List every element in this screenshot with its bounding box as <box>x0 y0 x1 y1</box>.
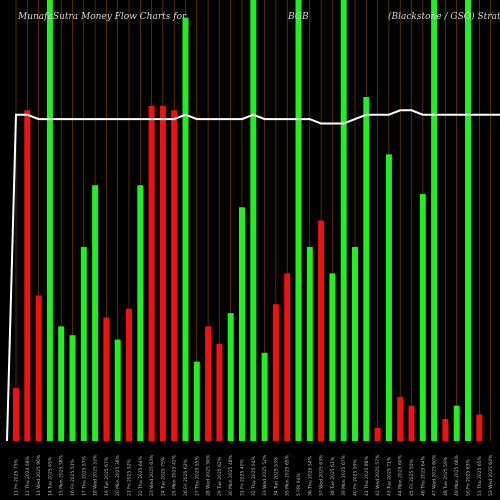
x-tick-label: 38 Tue 2025 61% <box>330 456 336 496</box>
x-tick-label: 28 Wed 2025 56% <box>206 454 212 496</box>
x-tick-label: 31 Fri 2025 40% <box>240 458 246 496</box>
x-tick-label: 18 Wed 2025 52% <box>93 454 99 496</box>
bar-25 <box>284 273 291 441</box>
x-tick-label: 47 Wed 2025 60% <box>432 454 438 496</box>
x-tick-label: 48 Tue 2025 59% <box>443 456 449 496</box>
x-tick-label: 34 Tue 2025 53% <box>273 456 279 496</box>
chart-title-symbol: BGB <box>288 12 309 22</box>
x-tick-label: 25 Mon 2025 42% <box>172 454 178 496</box>
chart-title-company: (Blackstone / GSO) Strat <box>388 12 500 22</box>
x-tick-label: 26 Fri 2025 62% <box>183 458 189 496</box>
bar-15 <box>171 110 178 441</box>
bar-29 <box>329 273 336 441</box>
bar-35 <box>397 396 404 441</box>
x-tick-label: 22 Thu 2025 64% <box>138 455 144 496</box>
x-tick-label: 11 Fri 2025 75% <box>14 458 20 496</box>
bar-32 <box>363 97 370 442</box>
bar-40 <box>453 405 460 441</box>
bar-7 <box>80 246 87 441</box>
chart-title-left: MunafaSutra Money Flow Charts for <box>18 12 187 22</box>
bar-22 <box>250 0 257 441</box>
x-tick-label: 21 Fri 2025 52% <box>127 458 133 496</box>
bar-19 <box>216 343 223 441</box>
x-tick-label: 43 Tue 2025 71% <box>386 456 392 496</box>
bar-30 <box>340 0 347 441</box>
money-flow-line <box>6 109 500 442</box>
x-tick-label: 49 Mon 2025 66% <box>454 454 460 496</box>
x-tick-label: 24 Tue 2025 75% <box>160 456 166 496</box>
bar-11 <box>126 308 132 441</box>
bar-28 <box>318 220 325 441</box>
x-tick-label: 15 Mon 2025 58% <box>59 454 65 496</box>
x-tick-label: 51 Thu 2025 65% <box>477 455 483 496</box>
bar-4 <box>46 0 53 441</box>
x-tick-label: 44 Mon 2025 60% <box>398 454 404 496</box>
x-tick-label: 50 Fri 2025 63% <box>466 458 472 496</box>
x-tick-label: 23 Wed 2025 63% <box>149 454 155 496</box>
x-tick-label: 41 Thu 2025 88% <box>364 455 370 496</box>
x-tick-label: 14 Tue 2025 65% <box>47 456 53 496</box>
bar-9 <box>103 317 110 441</box>
x-tick-label: 16 Fri 2025 51% <box>70 458 76 496</box>
x-tick-label: 42 Wed 2025 57% <box>375 454 381 496</box>
x-tick-label: 20 Mon 2025 38% <box>115 454 121 496</box>
x-tick-label: 32 Thu 2025 54% <box>251 455 257 496</box>
bar-24 <box>272 304 279 441</box>
bar-34 <box>385 154 392 441</box>
x-tick-label: 13 Wed 2025 96% <box>36 454 42 496</box>
bar-5 <box>58 326 65 441</box>
bar-17 <box>193 361 200 441</box>
bar-6 <box>69 335 76 441</box>
x-tick-label: 30 Mon 2025 48% <box>228 454 234 496</box>
bar-3 <box>35 295 42 441</box>
bar-14 <box>159 105 166 441</box>
bar-12 <box>137 185 144 441</box>
x-tick-label: 29 Tue 2025 62% <box>217 456 223 496</box>
x-tick-label: 39 Mon 2025 67% <box>341 454 347 496</box>
x-tick-label: 36 Thu 2025 54% <box>307 455 313 496</box>
x-tick-label: 45 Fri 2025 55% <box>409 458 415 496</box>
x-tick-label: 5 FRI 94% <box>296 473 302 496</box>
bar-13 <box>148 105 155 441</box>
bar-16 <box>182 17 189 441</box>
bar-2 <box>24 110 31 441</box>
bar-10 <box>114 339 121 441</box>
bar-27 <box>306 246 313 441</box>
x-tick-label: 46 Thu 2025 64% <box>420 455 426 496</box>
x-tick-label: 27 Thu 2025 55% <box>194 455 200 496</box>
bar-33 <box>374 427 381 441</box>
x-tick-label: 52 Wed 2025 64% <box>488 454 494 496</box>
x-tick-label: 35 Mon 2025 65% <box>285 454 291 496</box>
bar-38 <box>431 0 438 441</box>
bar-39 <box>442 418 449 441</box>
x-tick-label: 19 Tue 2025 67% <box>104 456 110 496</box>
bar-8 <box>92 185 99 441</box>
bar-1 <box>13 388 19 441</box>
bar-21 <box>239 207 245 441</box>
bar-42 <box>476 414 483 441</box>
x-tick-label: 33 Wed 2025 52% <box>262 454 268 496</box>
bar-18 <box>205 326 212 441</box>
bar-23 <box>261 352 268 441</box>
x-tick-label: 12 Thu 2024 58% <box>25 455 31 496</box>
bar-26 <box>295 0 302 441</box>
bar-31 <box>352 246 358 441</box>
bar-41 <box>465 0 471 441</box>
bar-37 <box>419 194 426 441</box>
bar-20 <box>227 313 234 441</box>
x-tick-label: 37 Wed 2025 63% <box>319 454 325 496</box>
x-tick-label: 17 Thu 2025 57% <box>81 455 87 496</box>
bar-36 <box>408 405 415 441</box>
x-tick-label: 40 Fri 2025 59% <box>353 458 359 496</box>
